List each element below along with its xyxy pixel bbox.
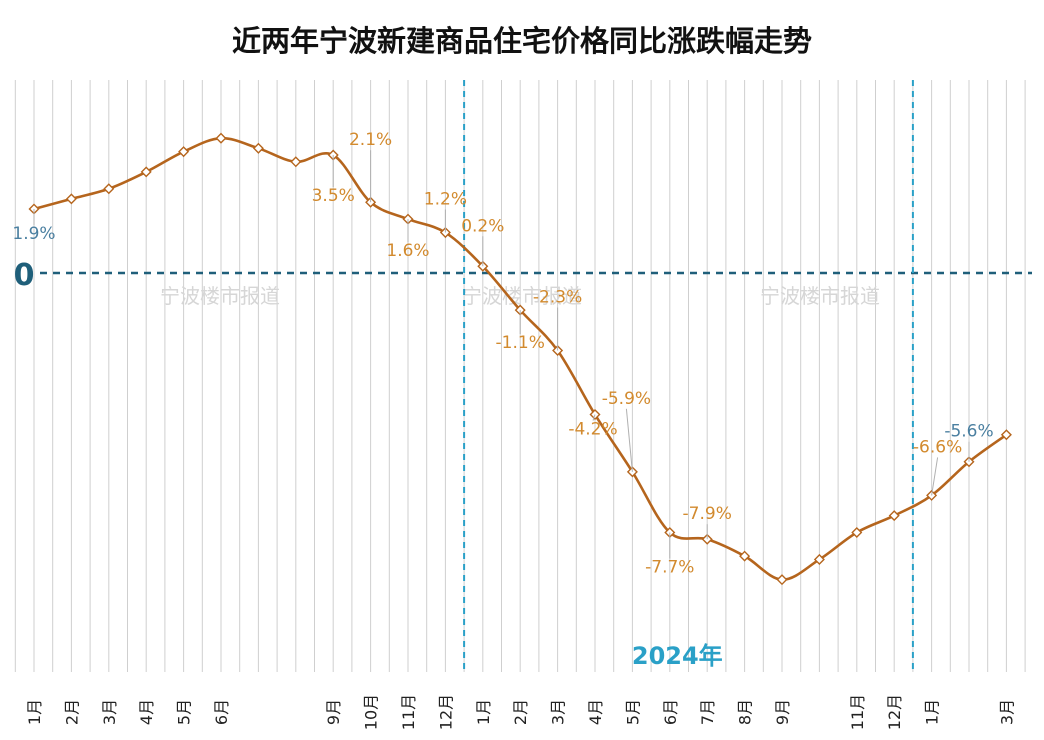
watermark-text: 宁波楼市报道 bbox=[160, 284, 280, 308]
x-tick-label: 1月 bbox=[923, 699, 942, 725]
data-label: 1.6% bbox=[386, 241, 429, 261]
x-axis-ticks: 1月 2月 3月 4月 5月 6月 9月 10月 11月 12月 1月 2月 3月 4月 5月 6月 7月 8月 9… bbox=[25, 694, 1016, 730]
x-tick-label: 9月 bbox=[773, 699, 792, 725]
leader-line bbox=[931, 457, 939, 496]
x-tick-label: 8月 bbox=[736, 699, 755, 725]
vertical-gridlines bbox=[14, 80, 1026, 672]
watermarks: 宁波楼市报道 宁波楼市报道 宁波楼市报道 bbox=[160, 284, 880, 308]
x-tick-label: 12月 bbox=[436, 694, 455, 730]
data-label: -4.2% bbox=[568, 420, 617, 440]
data-labels: 1.9% 3.5% 2.1% 1.6% 1.2% 0.2% -1.1% -2.3% -4.2% -… bbox=[12, 130, 993, 577]
x-tick-label: 7月 bbox=[698, 699, 717, 725]
data-point bbox=[178, 146, 190, 158]
zero-label: 0 bbox=[14, 258, 35, 293]
data-label: -5.6% bbox=[944, 422, 993, 442]
x-tick-label: 2月 bbox=[511, 699, 530, 725]
leader-line bbox=[625, 408, 633, 472]
x-tick-label: 3月 bbox=[997, 699, 1016, 725]
data-point bbox=[215, 132, 227, 144]
x-tick-label: 5月 bbox=[623, 699, 642, 725]
data-label: 3.5% bbox=[312, 186, 355, 206]
x-tick-label: 4月 bbox=[586, 699, 605, 725]
x-tick-label: 5月 bbox=[175, 699, 194, 725]
x-tick-label: 12月 bbox=[885, 694, 904, 730]
x-tick-label: 3月 bbox=[100, 699, 119, 725]
leader-line bbox=[592, 414, 596, 421]
x-tick-label: 6月 bbox=[212, 699, 231, 725]
data-label: 2.1% bbox=[349, 130, 392, 150]
chart-title: 近两年宁波新建商品住宅价格同比涨跌幅走势 bbox=[231, 24, 812, 58]
x-tick-label: 1月 bbox=[474, 699, 493, 725]
x-tick-label: 4月 bbox=[137, 699, 156, 725]
x-tick-label: 6月 bbox=[661, 699, 680, 725]
x-tick-label: 11月 bbox=[399, 694, 418, 730]
data-label: -1.1% bbox=[496, 333, 545, 353]
x-tick-label: 3月 bbox=[549, 699, 568, 725]
data-point bbox=[290, 156, 302, 168]
data-point bbox=[888, 510, 900, 522]
data-label: -6.6% bbox=[913, 437, 962, 457]
data-point bbox=[140, 166, 152, 178]
data-point bbox=[1000, 429, 1012, 441]
data-point bbox=[65, 193, 77, 205]
data-label: -2.3% bbox=[533, 288, 582, 308]
x-tick-label: 1月 bbox=[25, 699, 44, 725]
data-label: -7.9% bbox=[683, 504, 732, 524]
data-point bbox=[851, 526, 863, 539]
data-point bbox=[439, 227, 451, 239]
watermark-text: 宁波楼市报道 bbox=[760, 284, 880, 308]
data-point bbox=[514, 304, 526, 316]
data-point bbox=[552, 344, 564, 357]
data-label: 1.2% bbox=[424, 190, 467, 210]
data-point bbox=[103, 183, 115, 195]
x-tick-label: 11月 bbox=[848, 694, 867, 730]
data-point bbox=[252, 142, 264, 154]
data-point bbox=[739, 550, 751, 562]
reference-lines: 0 2024年 bbox=[14, 80, 1032, 672]
x-tick-label: 10月 bbox=[362, 694, 381, 730]
data-point bbox=[589, 409, 601, 421]
x-tick-label: 9月 bbox=[324, 699, 343, 725]
data-label: 0.2% bbox=[461, 216, 504, 236]
data-point bbox=[776, 574, 788, 586]
data-point bbox=[926, 489, 938, 501]
year-marker-label: 2024年 bbox=[632, 642, 723, 670]
series-group bbox=[28, 132, 1012, 586]
data-label: -5.9% bbox=[602, 389, 651, 409]
data-point bbox=[813, 553, 825, 565]
watermark-text: 宁波楼市报道 bbox=[462, 284, 582, 308]
x-tick-label: 2月 bbox=[62, 699, 81, 725]
data-label: 1.9% bbox=[12, 224, 55, 244]
data-label: -7.7% bbox=[645, 557, 694, 577]
